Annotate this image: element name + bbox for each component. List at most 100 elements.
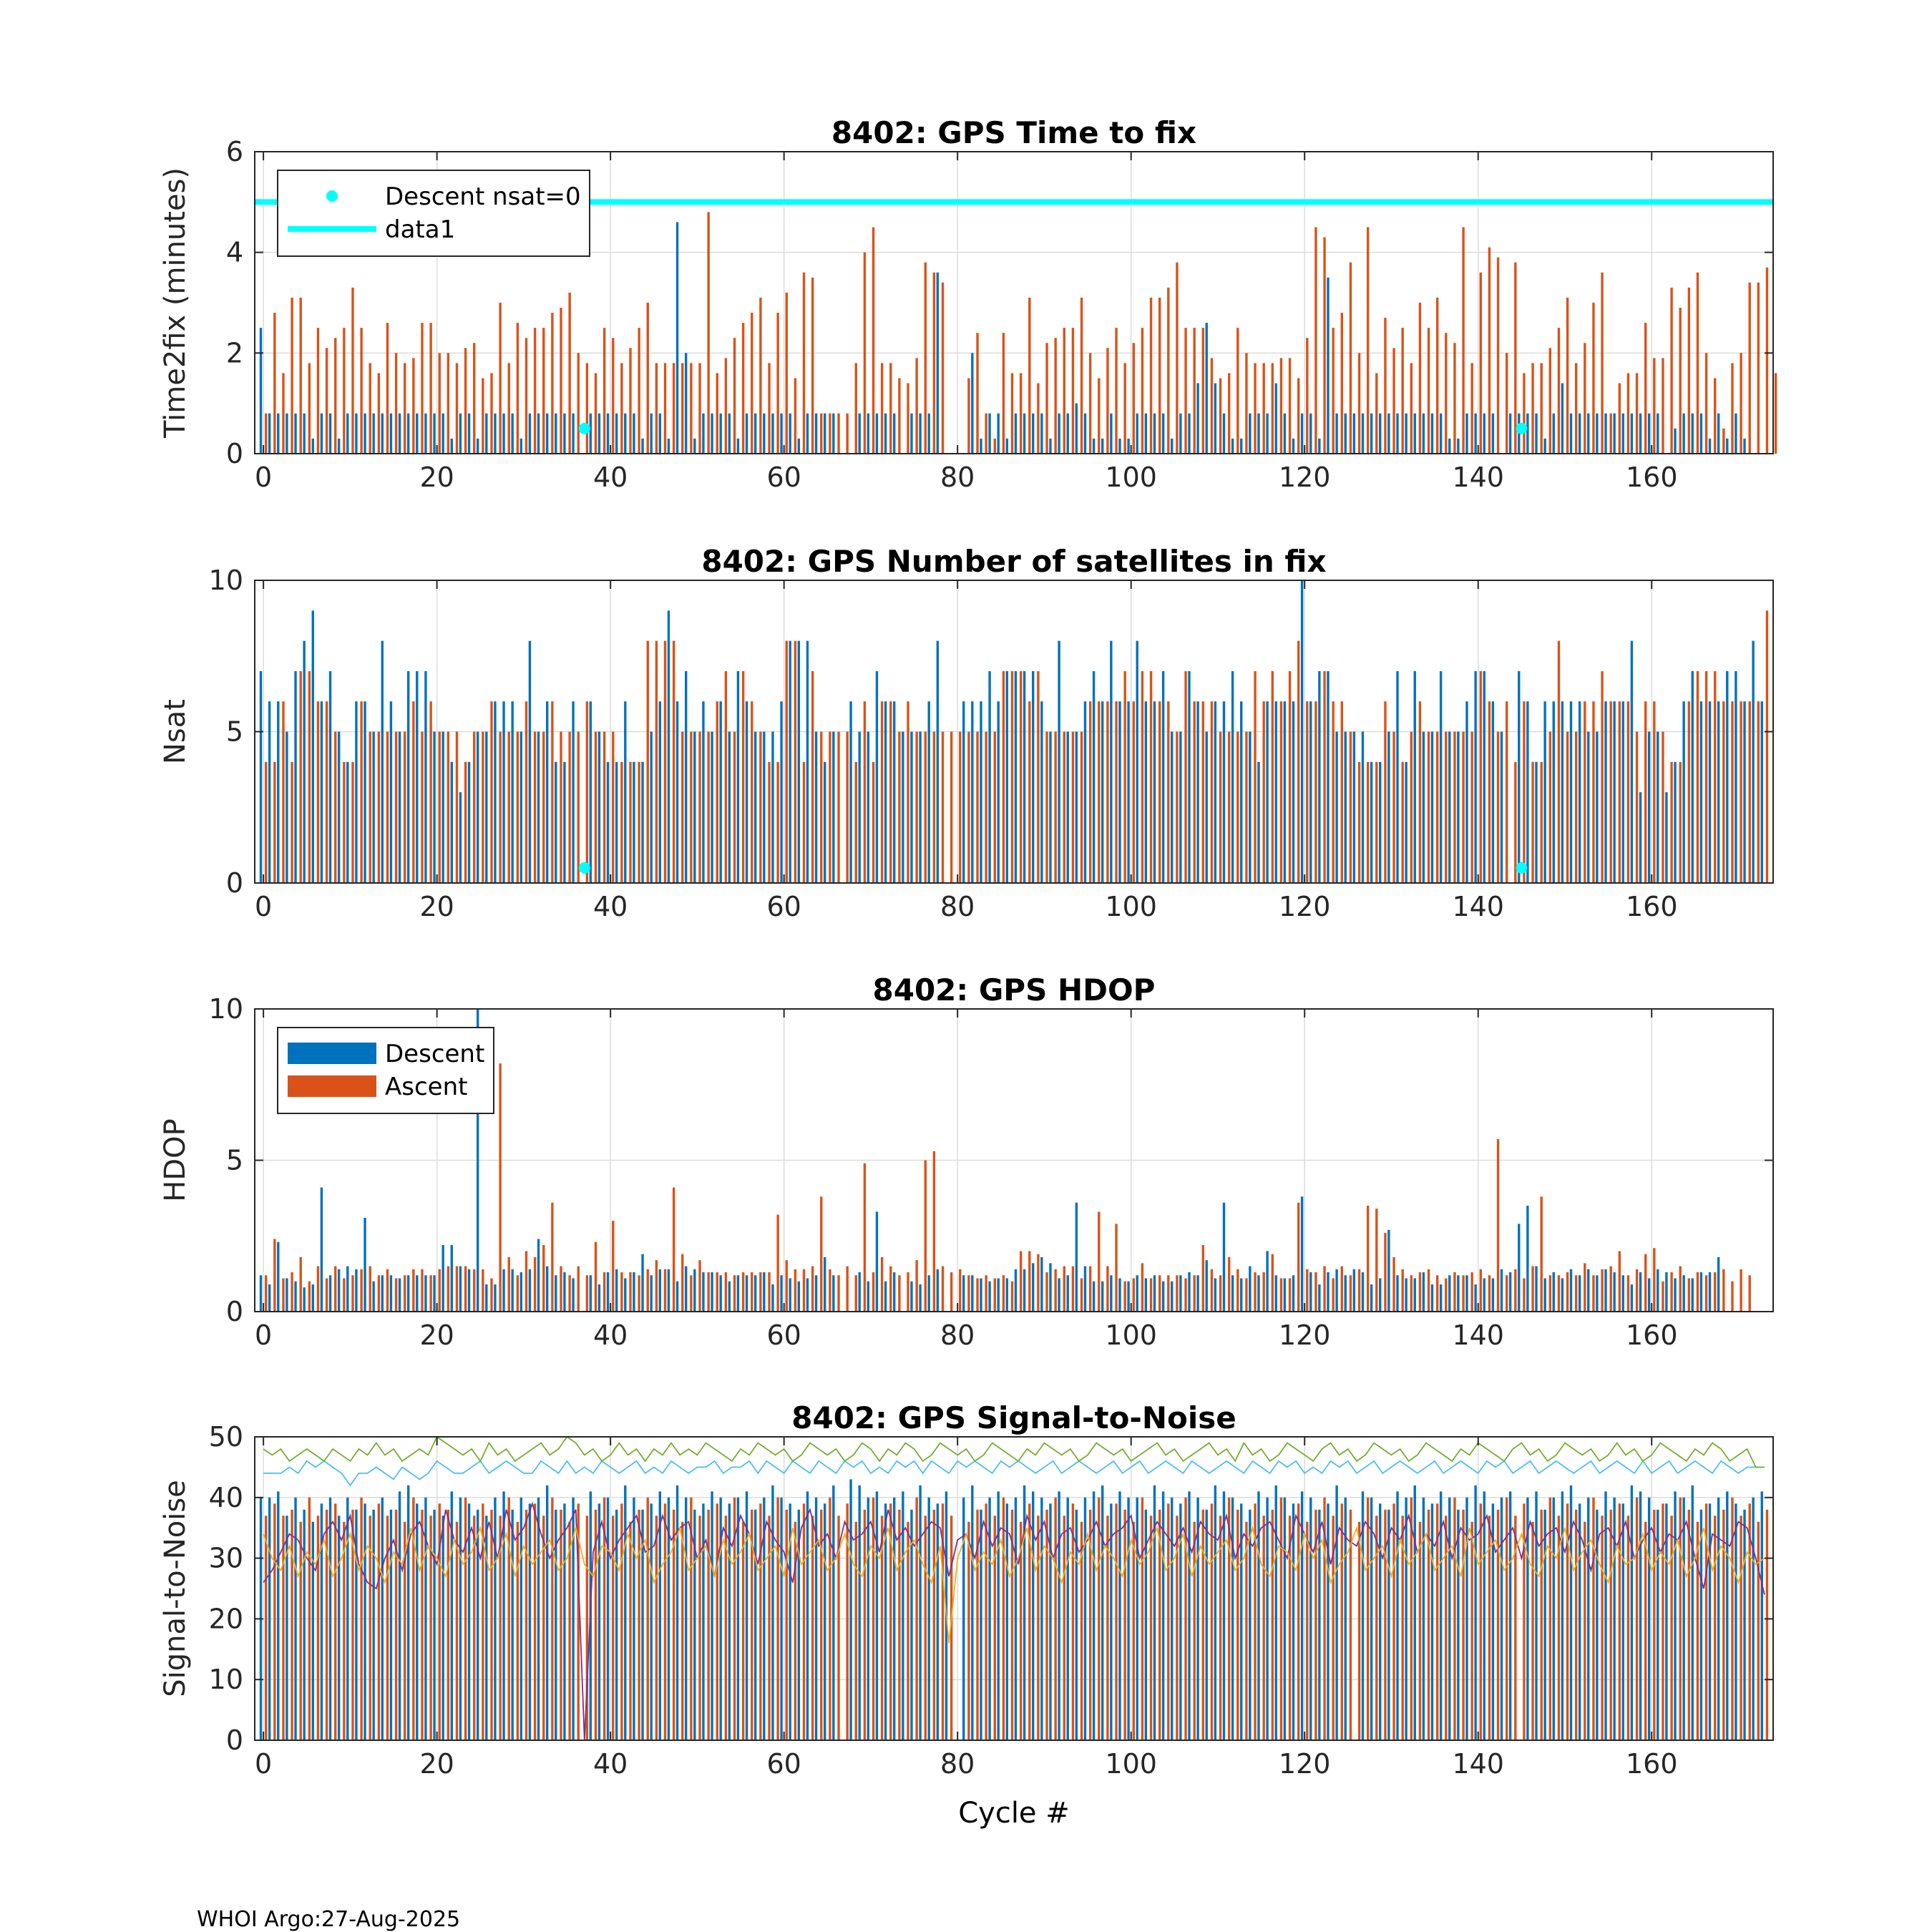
descent-bar (1361, 1491, 1365, 1740)
descent-bar (1491, 1278, 1495, 1312)
descent-bar (476, 1509, 479, 1740)
ascent-bar (1010, 373, 1014, 454)
x-tick-label: 140 (1452, 462, 1504, 493)
ascent-bar (1401, 761, 1404, 883)
x-tick-label: 120 (1279, 1748, 1331, 1780)
ascent-bar (1375, 1209, 1378, 1312)
ascent-bar (516, 1275, 519, 1312)
descent-bar (988, 1497, 991, 1740)
descent-bar (459, 1497, 462, 1740)
ascent-bar (1297, 1202, 1300, 1312)
ascent-bar (1306, 338, 1309, 454)
ascent-bar (1349, 1275, 1352, 1312)
ascent-bar (993, 1516, 996, 1740)
descent-bar (1196, 701, 1199, 883)
descent-bar (450, 1244, 453, 1312)
x-tick-label: 40 (593, 891, 628, 922)
descent-bar (1657, 1509, 1659, 1740)
ascent-bar (1002, 1497, 1005, 1740)
ascent-bar (741, 1272, 745, 1312)
descent-bar (485, 731, 488, 883)
y-tick-label: 10 (209, 993, 243, 1025)
descent-bar (858, 413, 861, 454)
ascent-bar (898, 1275, 901, 1312)
ascent-bar (820, 1196, 823, 1312)
descent-bar (1647, 1497, 1651, 1740)
descent-bar (1474, 1485, 1477, 1740)
descent-bar (719, 413, 722, 454)
descent-bar (1500, 731, 1503, 883)
descent-bar (797, 438, 801, 454)
ascent-bar (1470, 1521, 1473, 1740)
ascent-bar (1679, 1497, 1682, 1740)
descent-bar (867, 413, 870, 454)
ascent-bar (1679, 1266, 1682, 1312)
ascent-bar (907, 383, 909, 454)
descent-bar (346, 761, 349, 883)
ascent-bar (1254, 1272, 1257, 1312)
ascent-bar (386, 323, 389, 454)
ascent-bar (602, 1272, 606, 1312)
descent-bar (1604, 1491, 1607, 1740)
descent-bar (1665, 792, 1668, 883)
ascent-bar (1626, 373, 1630, 454)
descent-bar (980, 1278, 982, 1312)
descent-bar (1318, 1284, 1321, 1312)
descent-bar (424, 1275, 427, 1312)
descent-bar (814, 1497, 818, 1740)
ascent-bar (473, 731, 476, 883)
descent-bar (398, 1491, 401, 1740)
descent-bar (450, 761, 453, 883)
ascent-bar (291, 1272, 293, 1312)
descent-bar (277, 701, 280, 883)
descent-bar (268, 1284, 271, 1312)
descent-bar (381, 413, 384, 454)
ascent-bar (985, 413, 987, 454)
ascent-bar (1002, 670, 1005, 883)
ascent-bar (464, 348, 467, 454)
ascent-bar (1514, 262, 1517, 454)
ascent-bar (1618, 1251, 1621, 1312)
ascent-bar (464, 761, 467, 883)
descent-bar (927, 1275, 930, 1312)
ascent-bar (907, 1521, 909, 1740)
descent-bar (528, 1503, 532, 1740)
descent-bar (1691, 1278, 1694, 1312)
descent-bar (398, 731, 401, 883)
descent-bar (1092, 1491, 1096, 1740)
ascent-bar (950, 731, 953, 883)
ascent-bar (629, 761, 632, 883)
ascent-bar (1141, 1263, 1144, 1312)
descent-bar (884, 1281, 887, 1312)
descent-bar (1587, 413, 1590, 454)
descent-bar (988, 670, 991, 883)
ascent-bar (325, 701, 328, 883)
ascent-bar (898, 731, 901, 883)
descent-bar (1335, 1269, 1338, 1312)
ascent-bar (716, 1272, 718, 1312)
descent-bar (502, 701, 505, 883)
descent-bar (545, 701, 549, 883)
descent-bar (849, 701, 852, 883)
ascent-bar (334, 1266, 337, 1312)
descent-bar (1144, 413, 1148, 454)
descent-bar (1110, 1275, 1113, 1312)
descent-bar (555, 413, 557, 454)
descent-bar (1196, 1497, 1199, 1740)
descent-bar (511, 1269, 514, 1312)
ascent-bar (542, 1244, 545, 1312)
descent-bar (294, 1281, 297, 1312)
descent-bar (667, 438, 670, 454)
descent-bar (1370, 761, 1373, 883)
ascent-bar (820, 413, 823, 454)
descent-bar (1578, 413, 1581, 454)
descent-bar (1023, 670, 1026, 883)
descent-bar (1430, 1503, 1434, 1740)
y-axis-label: HDOP (159, 1118, 192, 1201)
descent-bar (971, 1275, 974, 1312)
ascent-bar (1279, 701, 1283, 883)
descent-bar (467, 761, 471, 883)
descent-bar (1752, 1497, 1755, 1740)
ascent-bar (1193, 328, 1196, 454)
descent-bar (1083, 413, 1087, 454)
